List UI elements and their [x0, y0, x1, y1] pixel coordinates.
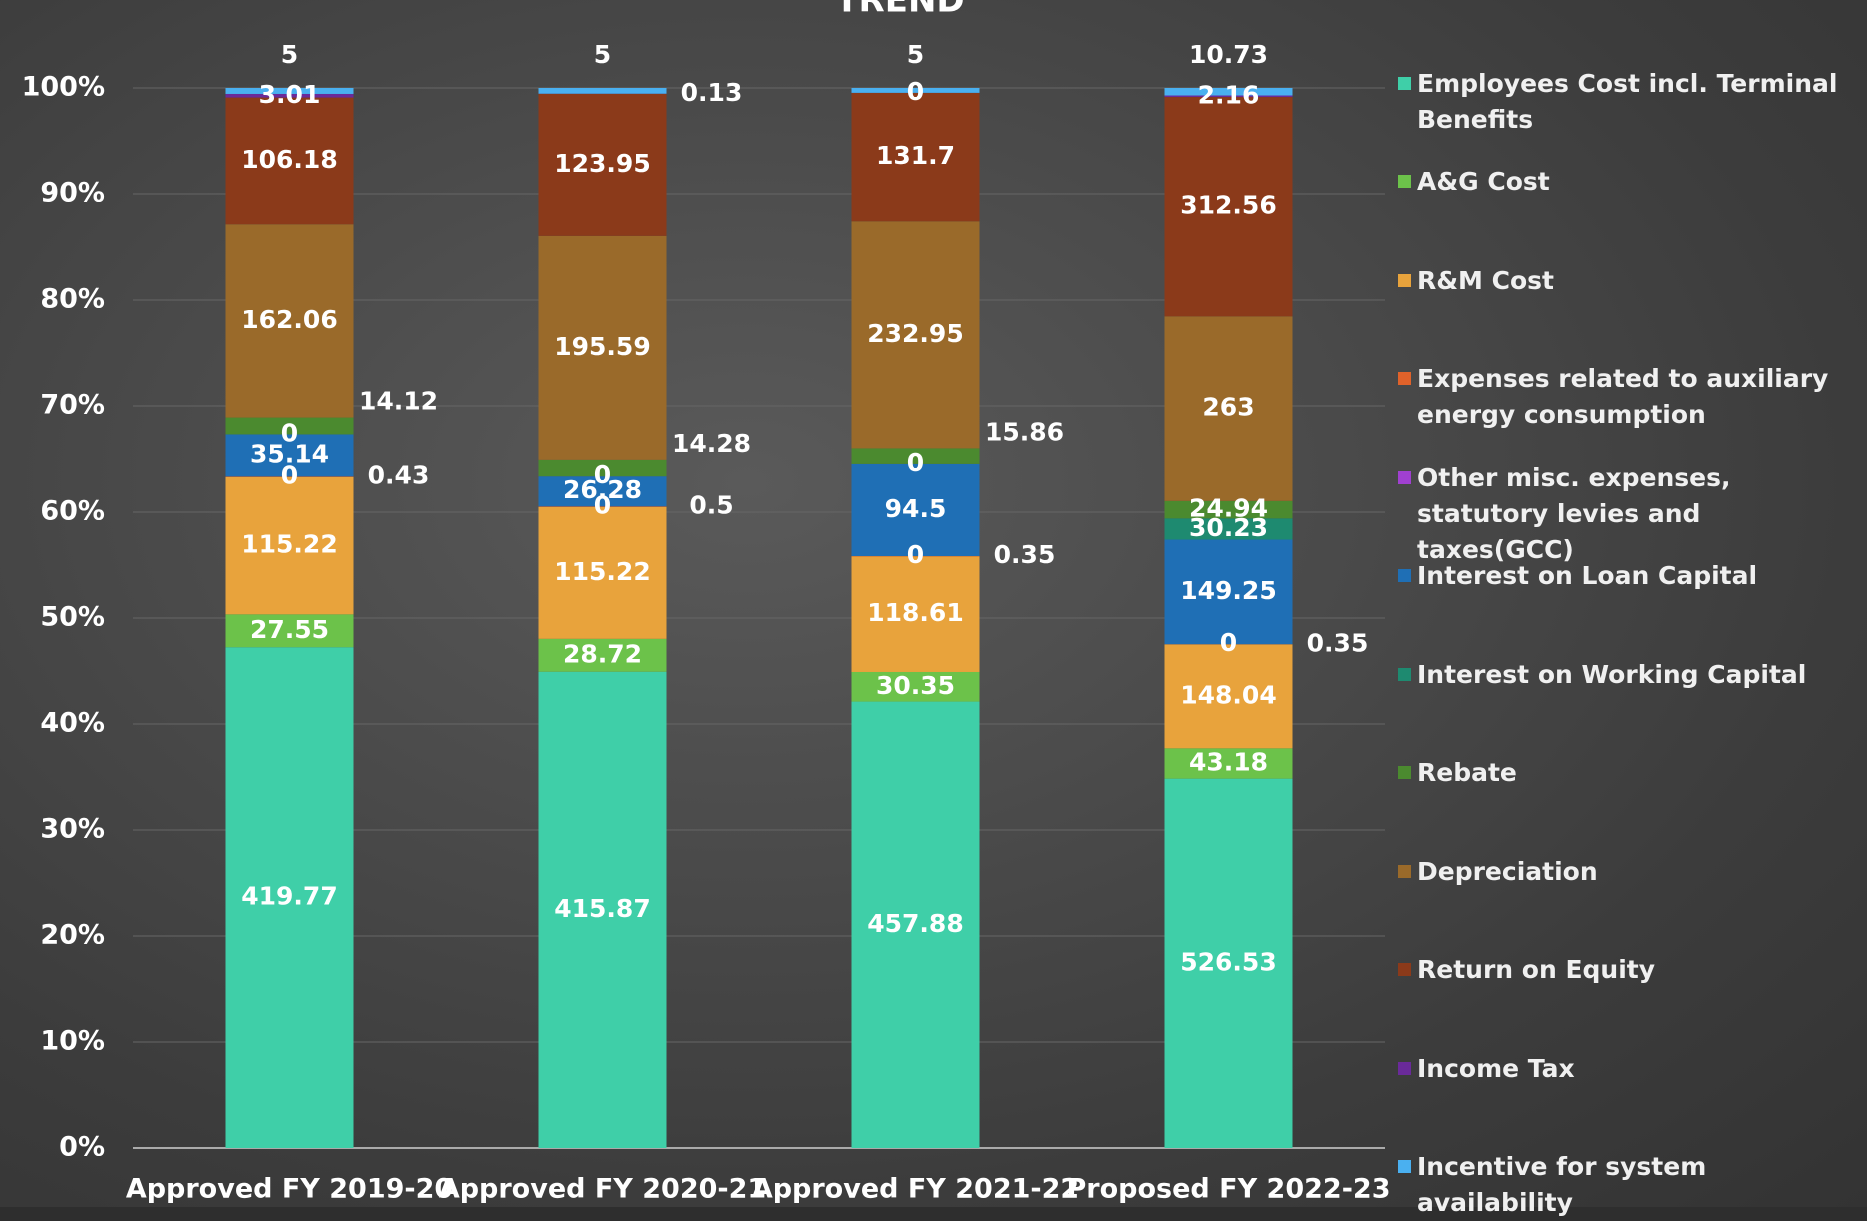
data-label: 0.13 [681, 78, 743, 107]
y-tick-label: 0% [59, 1132, 105, 1163]
data-label: 94.5 [885, 494, 947, 523]
data-label: 27.55 [250, 615, 329, 644]
y-tick-label: 30% [40, 814, 105, 845]
x-tick-label: Approved FY 2021-22 [752, 1174, 1079, 1205]
data-label: 5 [907, 40, 924, 69]
data-label: 0 [594, 460, 611, 489]
data-label: 0 [907, 540, 924, 569]
legend-swatch [1398, 963, 1411, 976]
legend-label: Other misc. expenses, statutory levies a… [1417, 460, 1858, 568]
data-label: 15.86 [985, 417, 1064, 446]
legend-swatch [1398, 1062, 1411, 1075]
data-label: 232.95 [867, 319, 963, 348]
data-label: 0.35 [994, 540, 1056, 569]
legend-item: Other misc. expenses, statutory levies a… [1398, 460, 1858, 568]
legend-swatch [1398, 865, 1411, 878]
bar-segment [539, 88, 667, 94]
legend-label: Expenses related to auxiliary energy con… [1417, 361, 1858, 433]
legend-swatch [1398, 471, 1411, 484]
data-label: 24.94 [1189, 494, 1268, 523]
legend-item: A&G Cost [1398, 164, 1858, 200]
data-label: 5 [281, 40, 298, 69]
legend-swatch [1398, 77, 1411, 90]
data-label: 263 [1202, 393, 1254, 422]
data-label: 0.5 [689, 491, 733, 520]
data-label: 118.61 [867, 598, 963, 627]
legend-swatch [1398, 372, 1411, 385]
legend-label: R&M Cost [1417, 263, 1554, 299]
legend-label: Employees Cost incl. Terminal Benefits [1417, 66, 1858, 138]
data-label: 115.22 [241, 530, 337, 559]
legend-label: Incentive for system availability [1417, 1149, 1858, 1221]
legend-swatch [1398, 175, 1411, 188]
data-label: 195.59 [554, 332, 650, 361]
legend-item: Depreciation [1398, 854, 1858, 890]
legend-label: Income Tax [1417, 1051, 1575, 1087]
legend-item: Income Tax [1398, 1051, 1858, 1087]
data-label: 2.16 [1198, 80, 1260, 109]
legend-label: Rebate [1417, 755, 1517, 791]
legend-item: Return on Equity [1398, 952, 1858, 988]
legend-swatch [1398, 668, 1411, 681]
data-label: 162.06 [241, 305, 337, 334]
y-tick-label: 60% [40, 496, 105, 527]
legend-swatch [1398, 274, 1411, 287]
y-tick-label: 50% [40, 602, 105, 633]
x-tick-label: Approved FY 2020-21 [439, 1174, 766, 1205]
data-label: 0 [907, 448, 924, 477]
data-label: 0.35 [1307, 628, 1369, 657]
y-tick-label: 40% [40, 708, 105, 739]
x-tick-label: Approved FY 2019-20 [126, 1174, 453, 1205]
legend-label: A&G Cost [1417, 164, 1550, 200]
data-label: 0 [907, 77, 924, 106]
data-label: 526.53 [1180, 947, 1276, 976]
legend-item: Employees Cost incl. Terminal Benefits [1398, 66, 1858, 138]
data-label: 312.56 [1180, 191, 1276, 220]
data-label: 5 [594, 40, 611, 69]
data-label: 14.28 [672, 429, 751, 458]
data-label: 30.35 [876, 671, 955, 700]
legend-item: Incentive for system availability [1398, 1149, 1858, 1221]
legend-label: Depreciation [1417, 854, 1598, 890]
data-label: 28.72 [563, 639, 642, 668]
data-label: 115.22 [554, 557, 650, 586]
data-label: 131.7 [876, 141, 955, 170]
data-label: 3.01 [259, 80, 321, 109]
y-tick-label: 70% [40, 390, 105, 421]
data-label: 43.18 [1189, 747, 1268, 776]
data-label: 0 [281, 418, 298, 447]
y-tick-label: 90% [40, 178, 105, 209]
legend-item: Interest on Working Capital [1398, 657, 1858, 693]
data-label: 106.18 [241, 145, 337, 174]
data-label: 10.73 [1189, 40, 1268, 69]
legend-swatch [1398, 1160, 1411, 1173]
legend-swatch [1398, 569, 1411, 582]
legend-label: Return on Equity [1417, 952, 1655, 988]
data-label: 457.88 [867, 909, 963, 938]
legend-item: Rebate [1398, 755, 1858, 791]
legend-item: R&M Cost [1398, 263, 1858, 299]
data-label: 149.25 [1180, 576, 1276, 605]
legend-item: Expenses related to auxiliary energy con… [1398, 361, 1858, 433]
chart-title: TREND [835, 0, 964, 21]
legend-swatch [1398, 766, 1411, 779]
data-label: 14.12 [359, 387, 438, 416]
data-label: 0 [1220, 628, 1237, 657]
legend-item: Interest on Loan Capital [1398, 558, 1858, 594]
y-tick-label: 100% [22, 72, 105, 103]
data-label: 148.04 [1180, 680, 1276, 709]
x-tick-label: Proposed FY 2022-23 [1067, 1174, 1391, 1205]
y-tick-label: 10% [40, 1026, 105, 1057]
data-label: 123.95 [554, 149, 650, 178]
legend-label: Interest on Loan Capital [1417, 558, 1757, 594]
legend-label: Interest on Working Capital [1417, 657, 1806, 693]
y-tick-label: 20% [40, 920, 105, 951]
data-label: 415.87 [554, 894, 650, 923]
data-label: 0.43 [368, 461, 430, 490]
data-label: 419.77 [241, 882, 337, 911]
y-tick-label: 80% [40, 284, 105, 315]
